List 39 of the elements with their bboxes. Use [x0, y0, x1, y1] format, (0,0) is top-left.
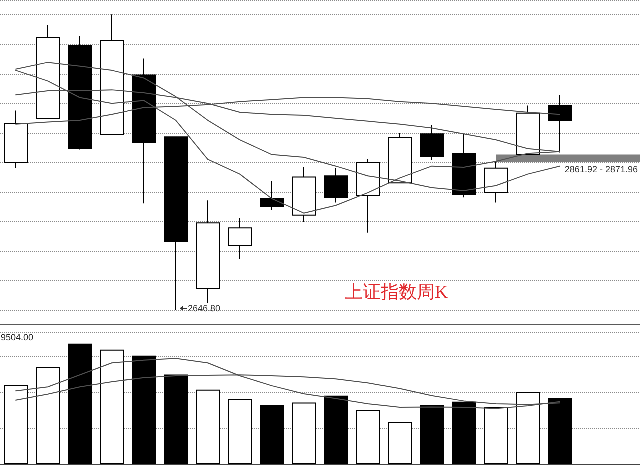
candlestick [420, 124, 444, 161]
bar [100, 350, 124, 464]
bar [292, 402, 316, 464]
annotation: 2646.80 [188, 303, 221, 314]
candlestick [356, 159, 380, 234]
candlestick [292, 167, 316, 223]
bar [4, 385, 28, 464]
candlestick [68, 36, 92, 150]
bar [196, 390, 220, 464]
bar [420, 405, 444, 464]
candlestick [260, 180, 284, 211]
candlestick [452, 134, 476, 198]
bar [388, 422, 412, 464]
bar [548, 398, 572, 464]
bar [260, 405, 284, 464]
bar [164, 374, 188, 464]
band-label: 2861.92 - 2871.96 [564, 164, 638, 174]
candlestick [36, 24, 60, 119]
text: 9504.00 [1, 332, 34, 342]
candlestick [132, 58, 156, 204]
bar [452, 402, 476, 464]
bar [324, 396, 348, 464]
bar [68, 344, 92, 464]
candlestick [100, 14, 124, 136]
candlestick [324, 168, 348, 204]
bar [36, 367, 60, 464]
candlestick [548, 94, 572, 154]
text: 上证指数周K [345, 282, 448, 302]
candlestick [484, 162, 508, 204]
candlestick [516, 105, 540, 156]
candlestick [228, 218, 252, 260]
bar [484, 407, 508, 464]
bar [516, 392, 540, 464]
bar [132, 356, 156, 464]
candlestick [196, 200, 220, 304]
bar [356, 410, 380, 464]
candlestick [388, 132, 412, 184]
bar [228, 400, 252, 464]
candlestick [4, 110, 28, 169]
